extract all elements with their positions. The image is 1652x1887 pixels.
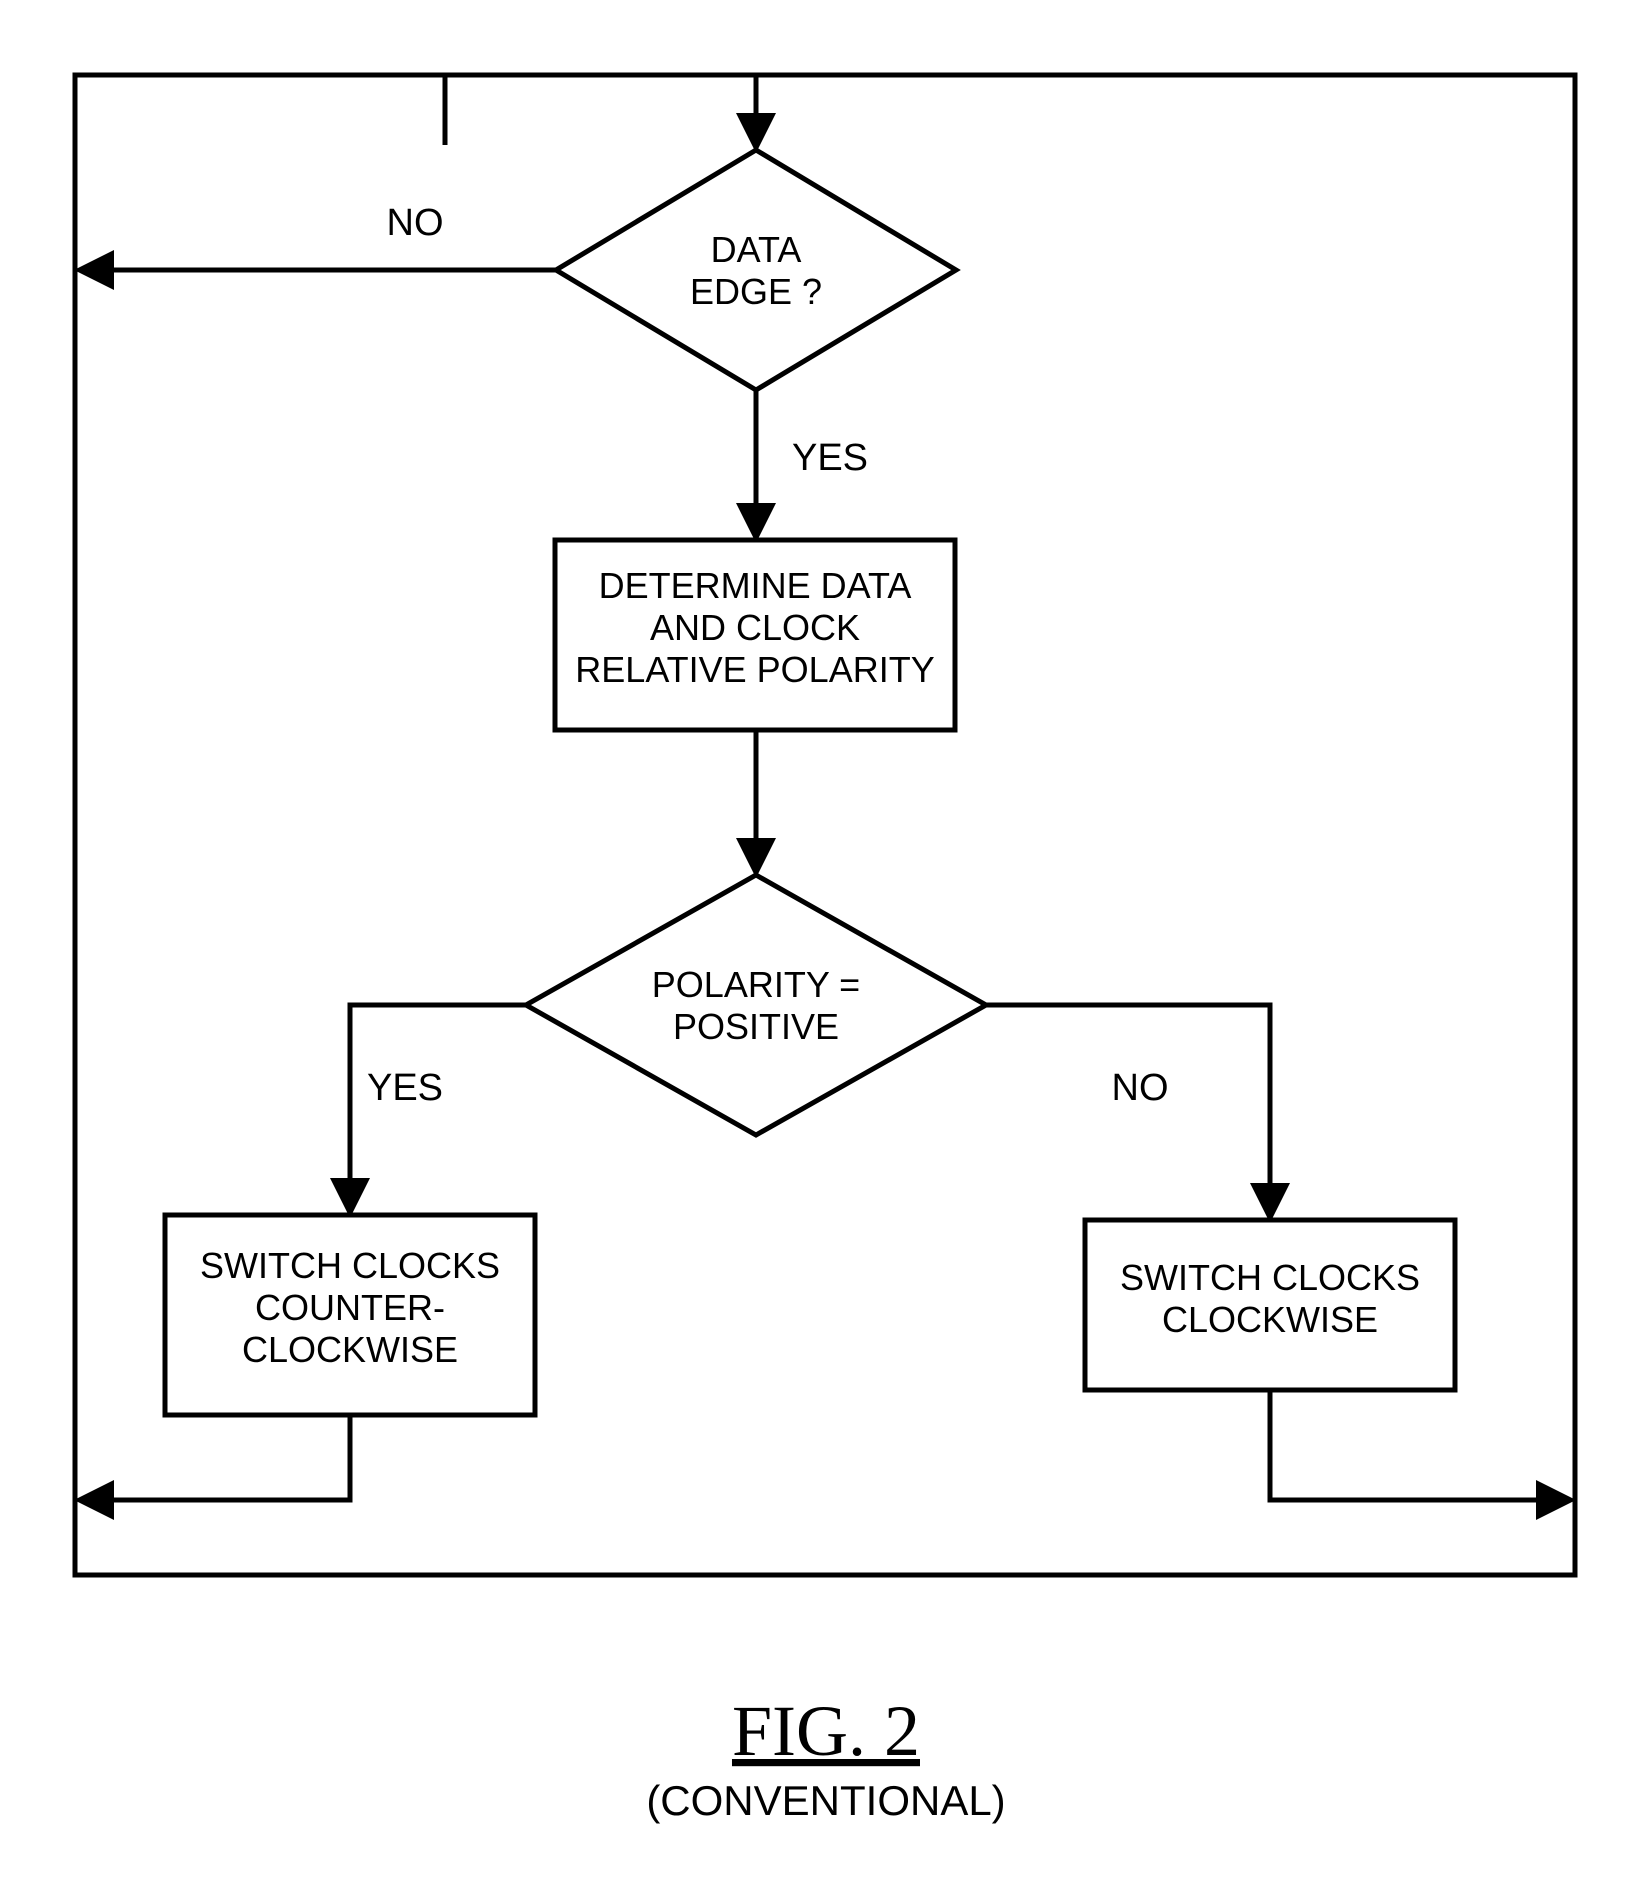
label-no-right: NO: [1112, 1067, 1169, 1109]
process-determine-line1: DETERMINE DATA: [599, 565, 912, 606]
flowchart-canvas: DATA EDGE ? NO YES DETERMINE DATA AND CL…: [0, 0, 1652, 1887]
process-ccw-line1: SWITCH CLOCKS: [200, 1245, 500, 1286]
process-cw-line2: CLOCKWISE: [1162, 1299, 1378, 1340]
process-cw-line1: SWITCH CLOCKS: [1120, 1257, 1420, 1298]
decision-data-edge-line1: DATA: [711, 229, 802, 270]
process-ccw-line2: COUNTER-: [255, 1287, 445, 1328]
decision-data-edge-line2: EDGE ?: [690, 271, 822, 312]
edge-cw-exit: [1270, 1390, 1568, 1500]
process-determine-line2: AND CLOCK: [650, 607, 860, 648]
process-determine-line3: RELATIVE POLARITY: [575, 649, 934, 690]
decision-polarity-positive: [526, 875, 986, 1135]
label-yes-down: YES: [792, 437, 868, 479]
edge-ccw-exit: [82, 1415, 350, 1500]
decision-polarity-line2: POSITIVE: [673, 1006, 839, 1047]
figure-caption-sub: (CONVENTIONAL): [646, 1777, 1005, 1824]
process-ccw-line3: CLOCKWISE: [242, 1329, 458, 1370]
label-no-left: NO: [387, 202, 444, 244]
edge-polarity-no: [986, 1005, 1270, 1215]
decision-polarity-line1: POLARITY =: [652, 964, 860, 1005]
label-yes-left2: YES: [367, 1067, 443, 1109]
figure-caption-main: FIG. 2: [732, 1691, 920, 1771]
decision-data-edge: [556, 150, 956, 390]
